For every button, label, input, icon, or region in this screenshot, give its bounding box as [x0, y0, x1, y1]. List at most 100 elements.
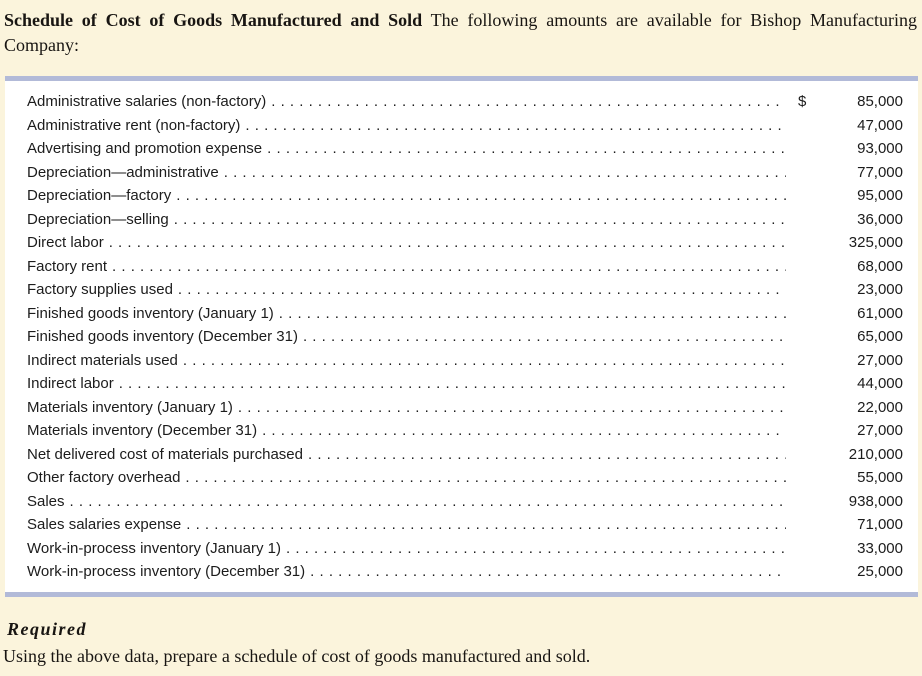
row-label: Work-in-process inventory (January 1)	[27, 539, 281, 557]
table-row: Administrative rent (non-factory) 47,000	[27, 114, 903, 138]
table-row: Administrative salaries (non-factory) $85…	[27, 90, 903, 114]
dot-leader	[186, 513, 786, 537]
row-amount-cell: 47,000	[798, 114, 903, 138]
row-amount: 77,000	[857, 163, 903, 181]
amounts-table: Administrative salaries (non-factory) $85…	[5, 76, 918, 597]
row-label: Depreciation—administrative	[27, 163, 219, 181]
required-section: Required Using the above data, prepare a…	[0, 618, 922, 667]
row-amount-cell: 77,000	[798, 161, 903, 185]
row-amount: 68,000	[857, 257, 903, 275]
row-label: Finished goods inventory (December 31)	[27, 328, 298, 345]
row-label: Materials inventory (December 31)	[27, 422, 258, 439]
table-row: Depreciation—factory 95,000	[27, 184, 903, 208]
row-amount-cell: 325,000	[798, 231, 903, 255]
row-amount: 27,000	[857, 422, 903, 439]
row-amount-cell: 71,000	[798, 513, 903, 537]
row-label: Factory rent	[27, 257, 108, 275]
table-row: Indirect labor 44,000	[27, 372, 903, 396]
problem-title: Schedule of Cost of Goods Manufactured a…	[4, 10, 423, 30]
row-label: Materials inventory (January 1)	[27, 398, 233, 416]
row-label: Indirect materials used	[27, 351, 178, 369]
row-amount-cell: 93,000	[798, 137, 903, 161]
table-row: Sales 938,000	[27, 490, 903, 514]
table-row: Depreciation—administrative 77,000	[27, 161, 903, 185]
dot-leader	[279, 302, 786, 326]
row-amount-cell: 27,000	[798, 349, 903, 373]
row-amount: 210,000	[848, 445, 903, 463]
currency-symbol: $	[798, 93, 807, 110]
row-label: Direct labor	[27, 234, 104, 251]
row-amount: 47,000	[857, 116, 903, 134]
row-amount-cell: 95,000	[798, 184, 903, 208]
table-row: Advertising and promotion expense 93,000	[27, 137, 903, 161]
row-amount: 25,000	[857, 563, 903, 580]
row-label: Other factory overhead	[27, 469, 181, 486]
dot-leader	[70, 490, 786, 514]
problem-intro-text: The following amounts are available for …	[4, 10, 917, 55]
row-label: Advertising and promotion expense	[27, 140, 263, 157]
table-row: Finished goods inventory (December 31) 65…	[27, 325, 903, 349]
row-label: Indirect labor	[27, 375, 114, 392]
row-amount-cell: 22,000	[798, 396, 903, 420]
row-amount: 65,000	[857, 328, 903, 345]
table-row: Indirect materials used 27,000	[27, 349, 903, 373]
dot-leader	[224, 161, 786, 185]
row-amount-cell: 25,000	[798, 560, 903, 584]
row-amount-cell: 44,000	[798, 372, 903, 396]
problem-statement: Schedule of Cost of Goods Manufactured a…	[0, 0, 922, 58]
table-row: Net delivered cost of materials purchase…	[27, 443, 903, 467]
dot-leader	[303, 325, 786, 349]
row-amount-cell: 33,000	[798, 537, 903, 561]
required-instruction: Using the above data, prepare a schedule…	[3, 645, 591, 666]
dot-leader	[119, 372, 786, 396]
row-amount: 33,000	[857, 539, 903, 557]
row-amount: 93,000	[857, 140, 903, 157]
row-amount: 23,000	[857, 281, 903, 298]
row-amount-cell: 68,000	[798, 255, 903, 279]
dot-leader	[183, 349, 786, 373]
row-amount: 44,000	[857, 375, 903, 392]
row-amount-cell: 938,000	[798, 490, 903, 514]
row-label: Net delivered cost of materials purchase…	[27, 445, 303, 463]
dot-leader	[174, 208, 786, 232]
row-amount: 27,000	[857, 351, 903, 369]
row-amount: 22,000	[857, 398, 903, 416]
row-label: Finished goods inventory (January 1)	[27, 304, 274, 322]
row-label: Administrative salaries (non-factory)	[27, 93, 267, 110]
dot-leader	[308, 443, 786, 467]
dot-leader	[310, 560, 786, 584]
table-row: Depreciation—selling 36,000	[27, 208, 903, 232]
row-amount: 71,000	[857, 516, 903, 533]
row-label: Sales salaries expense	[27, 516, 182, 533]
dot-leader	[262, 419, 786, 443]
dot-leader	[185, 466, 786, 490]
dot-leader	[238, 396, 786, 420]
table-row: Finished goods inventory (January 1) 61,0…	[27, 302, 903, 326]
row-amount-cell: $85,000	[798, 90, 903, 114]
row-amount-cell: 27,000	[798, 419, 903, 443]
row-label: Sales	[27, 492, 65, 510]
dot-leader	[245, 114, 786, 138]
table-row: Factory supplies used 23,000	[27, 278, 903, 302]
table-row: Materials inventory (December 31) 27,000	[27, 419, 903, 443]
dot-leader	[271, 90, 786, 114]
row-amount-cell: 61,000	[798, 302, 903, 326]
table-row: Work-in-process inventory (December 31) 2…	[27, 560, 903, 584]
row-amount-cell: 36,000	[798, 208, 903, 232]
dot-leader	[112, 255, 786, 279]
row-amount-cell: 65,000	[798, 325, 903, 349]
row-amount-cell: 210,000	[798, 443, 903, 467]
required-heading: Required	[7, 618, 88, 639]
row-label: Administrative rent (non-factory)	[27, 116, 241, 134]
dot-leader	[178, 278, 786, 302]
row-amount: 95,000	[857, 187, 903, 204]
row-label: Factory supplies used	[27, 281, 173, 298]
row-amount-cell: 55,000	[798, 466, 903, 490]
row-amount: 85,000	[857, 93, 903, 110]
table-row: Materials inventory (January 1) 22,000	[27, 396, 903, 420]
row-amount: 36,000	[857, 210, 903, 228]
dot-leader	[176, 184, 786, 208]
dot-leader	[286, 537, 786, 561]
table-row: Work-in-process inventory (January 1) 33,…	[27, 537, 903, 561]
dot-leader	[267, 137, 786, 161]
